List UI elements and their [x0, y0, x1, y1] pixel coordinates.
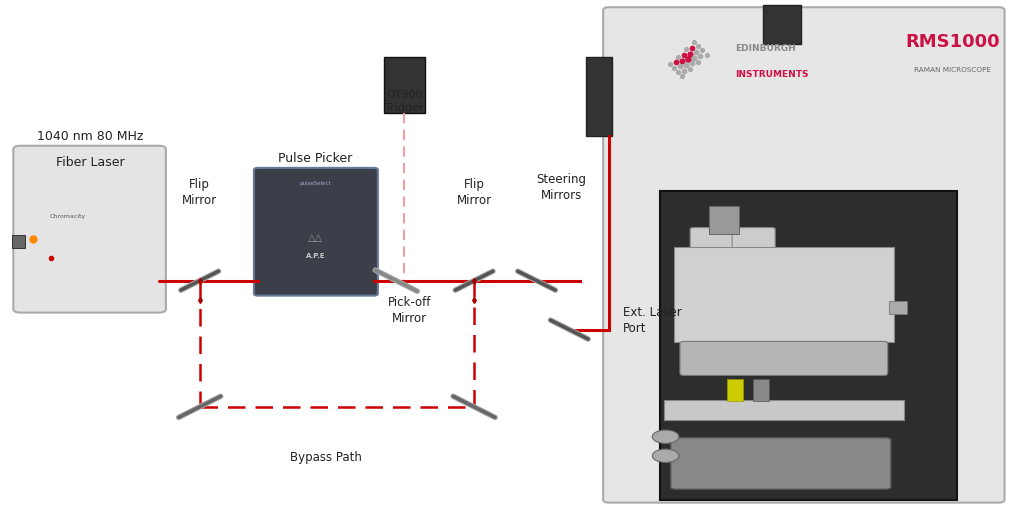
- Bar: [660, 191, 957, 500]
- Text: pulseSelect: pulseSelect: [300, 181, 331, 186]
- Text: OT900
Trigger: OT900 Trigger: [385, 90, 424, 113]
- FancyBboxPatch shape: [603, 7, 1005, 503]
- Circle shape: [652, 430, 679, 443]
- Text: Pulse Picker: Pulse Picker: [279, 152, 352, 165]
- Bar: [727, 379, 743, 401]
- Text: Steering
Mirrors: Steering Mirrors: [537, 173, 586, 201]
- Text: Bypass Path: Bypass Path: [290, 451, 361, 464]
- Bar: [753, 379, 769, 401]
- Text: Pick-off
Mirror: Pick-off Mirror: [388, 296, 431, 325]
- Bar: [889, 301, 907, 314]
- FancyBboxPatch shape: [680, 341, 888, 375]
- Bar: [384, 57, 425, 113]
- FancyBboxPatch shape: [671, 438, 891, 489]
- Bar: [674, 247, 894, 342]
- Text: Ext. Laser
Port: Ext. Laser Port: [623, 306, 681, 335]
- Text: Chromacity: Chromacity: [49, 214, 85, 219]
- Text: RMS1000: RMS1000: [905, 33, 999, 52]
- FancyBboxPatch shape: [254, 168, 378, 296]
- Text: Flip
Mirror: Flip Mirror: [457, 178, 492, 207]
- Text: A.P.E: A.P.E: [305, 253, 326, 260]
- Text: EDINBURGH: EDINBURGH: [735, 44, 796, 53]
- Bar: [586, 57, 612, 136]
- Bar: [709, 206, 739, 234]
- FancyBboxPatch shape: [732, 228, 775, 272]
- Text: Fiber Laser: Fiber Laser: [55, 156, 125, 168]
- Text: 1040 nm 80 MHz: 1040 nm 80 MHz: [37, 130, 143, 143]
- FancyBboxPatch shape: [13, 146, 166, 313]
- Bar: [12, 235, 25, 248]
- Text: INSTRUMENTS: INSTRUMENTS: [735, 70, 809, 78]
- Circle shape: [652, 449, 679, 462]
- Text: Flip
Mirror: Flip Mirror: [182, 178, 217, 207]
- Bar: [664, 400, 904, 420]
- FancyBboxPatch shape: [690, 228, 733, 272]
- Text: RAMAN MICROSCOPE: RAMAN MICROSCOPE: [913, 67, 991, 73]
- Text: △△: △△: [308, 233, 323, 243]
- Bar: [763, 5, 801, 44]
